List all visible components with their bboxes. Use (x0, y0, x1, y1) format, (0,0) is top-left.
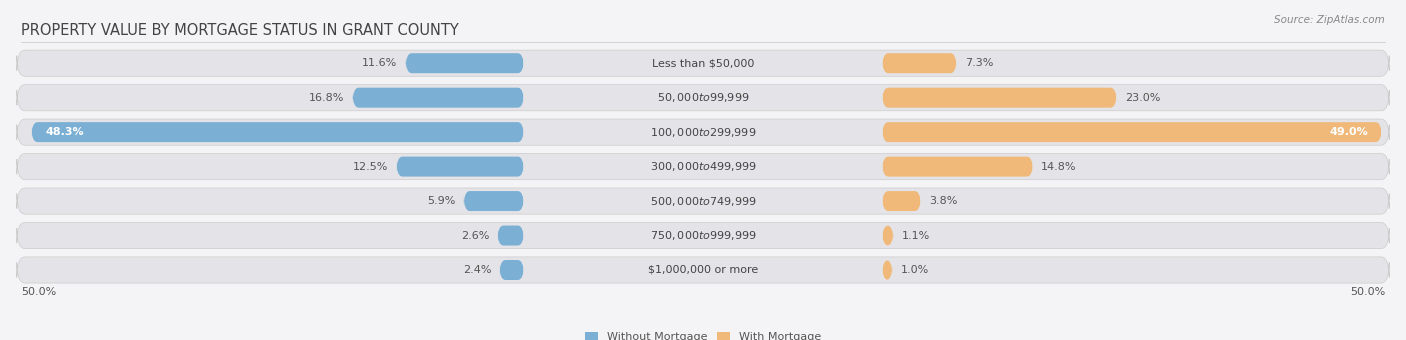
FancyBboxPatch shape (353, 88, 524, 108)
Text: Source: ZipAtlas.com: Source: ZipAtlas.com (1274, 15, 1385, 25)
Text: 7.3%: 7.3% (965, 58, 993, 68)
Text: 50.0%: 50.0% (21, 287, 56, 298)
Text: 23.0%: 23.0% (1125, 93, 1160, 103)
Text: 50.0%: 50.0% (1350, 287, 1385, 298)
Text: $100,000 to $299,999: $100,000 to $299,999 (650, 126, 756, 139)
Text: $50,000 to $99,999: $50,000 to $99,999 (657, 91, 749, 104)
FancyBboxPatch shape (17, 153, 1389, 180)
Text: 11.6%: 11.6% (363, 58, 398, 68)
FancyBboxPatch shape (17, 188, 1389, 214)
FancyBboxPatch shape (17, 85, 1389, 111)
Text: 1.1%: 1.1% (901, 231, 929, 240)
FancyBboxPatch shape (882, 157, 1033, 176)
Text: 14.8%: 14.8% (1042, 162, 1077, 172)
FancyBboxPatch shape (396, 157, 524, 176)
FancyBboxPatch shape (882, 260, 893, 280)
Text: 1.0%: 1.0% (901, 265, 929, 275)
FancyBboxPatch shape (17, 50, 1389, 76)
Text: $1,000,000 or more: $1,000,000 or more (648, 265, 758, 275)
Text: 16.8%: 16.8% (309, 93, 344, 103)
FancyBboxPatch shape (405, 53, 524, 73)
Text: 3.8%: 3.8% (929, 196, 957, 206)
Text: PROPERTY VALUE BY MORTGAGE STATUS IN GRANT COUNTY: PROPERTY VALUE BY MORTGAGE STATUS IN GRA… (21, 23, 458, 38)
FancyBboxPatch shape (882, 53, 956, 73)
FancyBboxPatch shape (31, 122, 524, 142)
Text: 49.0%: 49.0% (1329, 127, 1368, 137)
Text: $500,000 to $749,999: $500,000 to $749,999 (650, 194, 756, 207)
FancyBboxPatch shape (499, 260, 524, 280)
FancyBboxPatch shape (882, 191, 921, 211)
FancyBboxPatch shape (17, 119, 1389, 145)
Text: $750,000 to $999,999: $750,000 to $999,999 (650, 229, 756, 242)
Text: Less than $50,000: Less than $50,000 (652, 58, 754, 68)
FancyBboxPatch shape (882, 225, 893, 245)
Text: 48.3%: 48.3% (45, 127, 84, 137)
Legend: Without Mortgage, With Mortgage: Without Mortgage, With Mortgage (585, 332, 821, 340)
FancyBboxPatch shape (498, 225, 524, 245)
FancyBboxPatch shape (464, 191, 524, 211)
FancyBboxPatch shape (17, 257, 1389, 283)
FancyBboxPatch shape (882, 88, 1116, 108)
Text: 2.4%: 2.4% (463, 265, 491, 275)
FancyBboxPatch shape (882, 122, 1382, 142)
Text: 12.5%: 12.5% (353, 162, 388, 172)
Text: $300,000 to $499,999: $300,000 to $499,999 (650, 160, 756, 173)
Text: 2.6%: 2.6% (461, 231, 489, 240)
Text: 5.9%: 5.9% (427, 196, 456, 206)
FancyBboxPatch shape (17, 222, 1389, 249)
